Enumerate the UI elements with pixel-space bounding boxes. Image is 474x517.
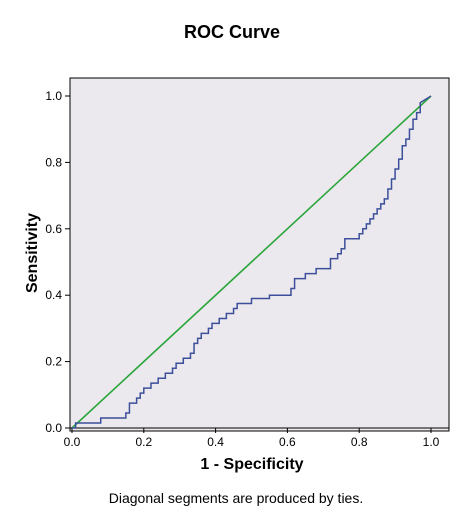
y-tick-label: 0.2	[45, 355, 62, 369]
x-tick-label: 0.4	[207, 435, 224, 449]
series-layer	[71, 95, 432, 429]
y-tick-label: 1.0	[45, 89, 62, 103]
y-axis: 0.0 0.2 0.4 0.6 0.8 1.0	[45, 89, 70, 435]
y-tick-label: 0.0	[45, 421, 62, 435]
footnote: Diagonal segments are produced by ties.	[109, 490, 363, 506]
y-tick-label: 0.4	[45, 288, 62, 302]
y-tick-label: 0.6	[45, 222, 62, 236]
roc-curve-line	[72, 95, 432, 429]
chart-title: ROC Curve	[184, 22, 280, 42]
reference-diagonal-line	[71, 95, 432, 429]
y-tick-label: 0.8	[45, 155, 62, 169]
x-axis-title: 1 - Specificity	[200, 456, 303, 473]
y-axis-title: Sensitivity	[24, 213, 41, 293]
x-tick-label: 0.0	[64, 435, 81, 449]
x-tick-label: 1.0	[423, 435, 440, 449]
x-tick-label: 0.8	[351, 435, 368, 449]
x-tick-label: 0.6	[279, 435, 296, 449]
x-tick-label: 0.2	[135, 435, 152, 449]
x-axis: 0.0 0.2 0.4 0.6 0.8 1.0	[64, 428, 440, 449]
plot-frame	[69, 77, 450, 432]
